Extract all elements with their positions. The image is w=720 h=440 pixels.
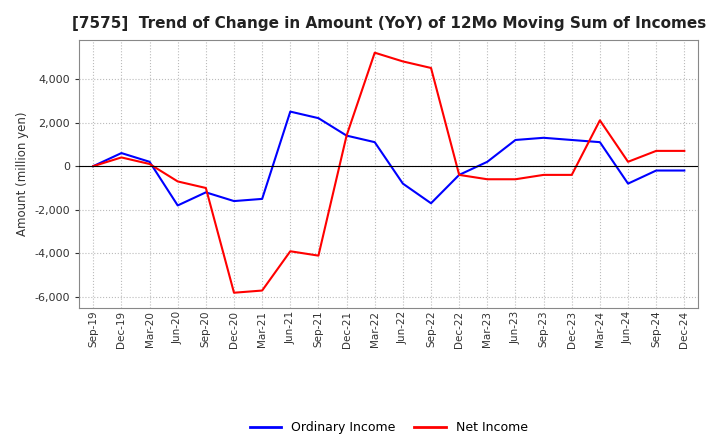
Net Income (202, 185, 210, 191)
Ordinary Income (680, 168, 688, 173)
Net Income (652, 148, 660, 154)
Ordinary Income (174, 203, 182, 208)
Ordinary Income (567, 137, 576, 143)
Title: [7575]  Trend of Change in Amount (YoY) of 12Mo Moving Sum of Incomes: [7575] Trend of Change in Amount (YoY) o… (72, 16, 706, 32)
Ordinary Income (427, 201, 436, 206)
Net Income (145, 161, 154, 167)
Ordinary Income (652, 168, 660, 173)
Net Income (399, 59, 408, 64)
Net Income (483, 176, 492, 182)
Ordinary Income (202, 190, 210, 195)
Ordinary Income (511, 137, 520, 143)
Net Income (511, 176, 520, 182)
Net Income (595, 117, 604, 123)
Net Income (455, 172, 464, 177)
Ordinary Income (399, 181, 408, 186)
Ordinary Income (230, 198, 238, 204)
Net Income (370, 50, 379, 55)
Net Income (624, 159, 632, 165)
Net Income (286, 249, 294, 254)
Ordinary Income (370, 139, 379, 145)
Net Income (117, 155, 126, 160)
Ordinary Income (145, 159, 154, 165)
Ordinary Income (624, 181, 632, 186)
Ordinary Income (286, 109, 294, 114)
Ordinary Income (342, 133, 351, 138)
Ordinary Income (483, 159, 492, 165)
Net Income (567, 172, 576, 177)
Net Income (314, 253, 323, 258)
Ordinary Income (455, 172, 464, 177)
Ordinary Income (258, 196, 266, 202)
Legend: Ordinary Income, Net Income: Ordinary Income, Net Income (245, 416, 533, 439)
Net Income (427, 65, 436, 70)
Net Income (230, 290, 238, 295)
Net Income (342, 133, 351, 138)
Ordinary Income (89, 164, 98, 169)
Ordinary Income (314, 116, 323, 121)
Net Income (258, 288, 266, 293)
Net Income (174, 179, 182, 184)
Net Income (539, 172, 548, 177)
Ordinary Income (595, 139, 604, 145)
Ordinary Income (539, 135, 548, 140)
Line: Net Income: Net Income (94, 53, 684, 293)
Ordinary Income (117, 150, 126, 156)
Net Income (680, 148, 688, 154)
Line: Ordinary Income: Ordinary Income (94, 112, 684, 205)
Y-axis label: Amount (million yen): Amount (million yen) (16, 112, 29, 236)
Net Income (89, 164, 98, 169)
